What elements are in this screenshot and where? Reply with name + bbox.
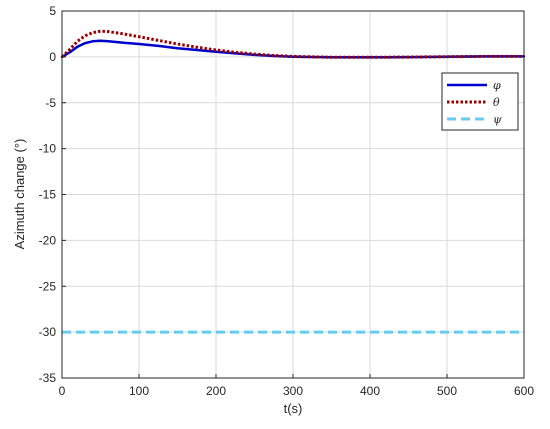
legend-label-1: θ — [493, 96, 500, 109]
x-tick-label: 400 — [360, 384, 380, 398]
y-tick-label: -35 — [39, 371, 57, 385]
plot-frame — [61, 10, 525, 379]
y-tick-label: -20 — [39, 233, 57, 247]
y-tick-label: -5 — [45, 96, 56, 110]
y-axis-label: Azimuth change (°) — [12, 139, 27, 250]
series-line-1 — [60, 29, 524, 59]
y-tick-labels: 5 0 -5 -10 -15 -20 -25 -30 -35 — [39, 4, 57, 385]
series-layer — [60, 29, 526, 334]
x-axis-label: t(s) — [284, 401, 303, 416]
legend-label-2: ψ — [493, 113, 502, 126]
y-tick-label: 5 — [49, 4, 56, 18]
x-tick-label: 200 — [206, 384, 226, 398]
x-tick-labels: 0 100 200 300 400 500 600 — [59, 384, 535, 398]
y-tick-label: -25 — [39, 279, 57, 293]
y-tick-label: 0 — [49, 50, 56, 64]
legend: φθψ — [441, 72, 519, 131]
y-tick-label: -30 — [39, 325, 57, 339]
y-tick-label: -10 — [39, 142, 57, 156]
legend-label-0: φ — [493, 79, 501, 92]
x-tick-label: 600 — [514, 384, 534, 398]
x-tick-label: 300 — [283, 384, 303, 398]
series-line-0 — [60, 39, 526, 59]
x-tick-label: 0 — [59, 384, 66, 398]
x-tick-label: 100 — [129, 384, 149, 398]
x-tick-label: 500 — [437, 384, 457, 398]
y-tick-label: -15 — [39, 188, 57, 202]
